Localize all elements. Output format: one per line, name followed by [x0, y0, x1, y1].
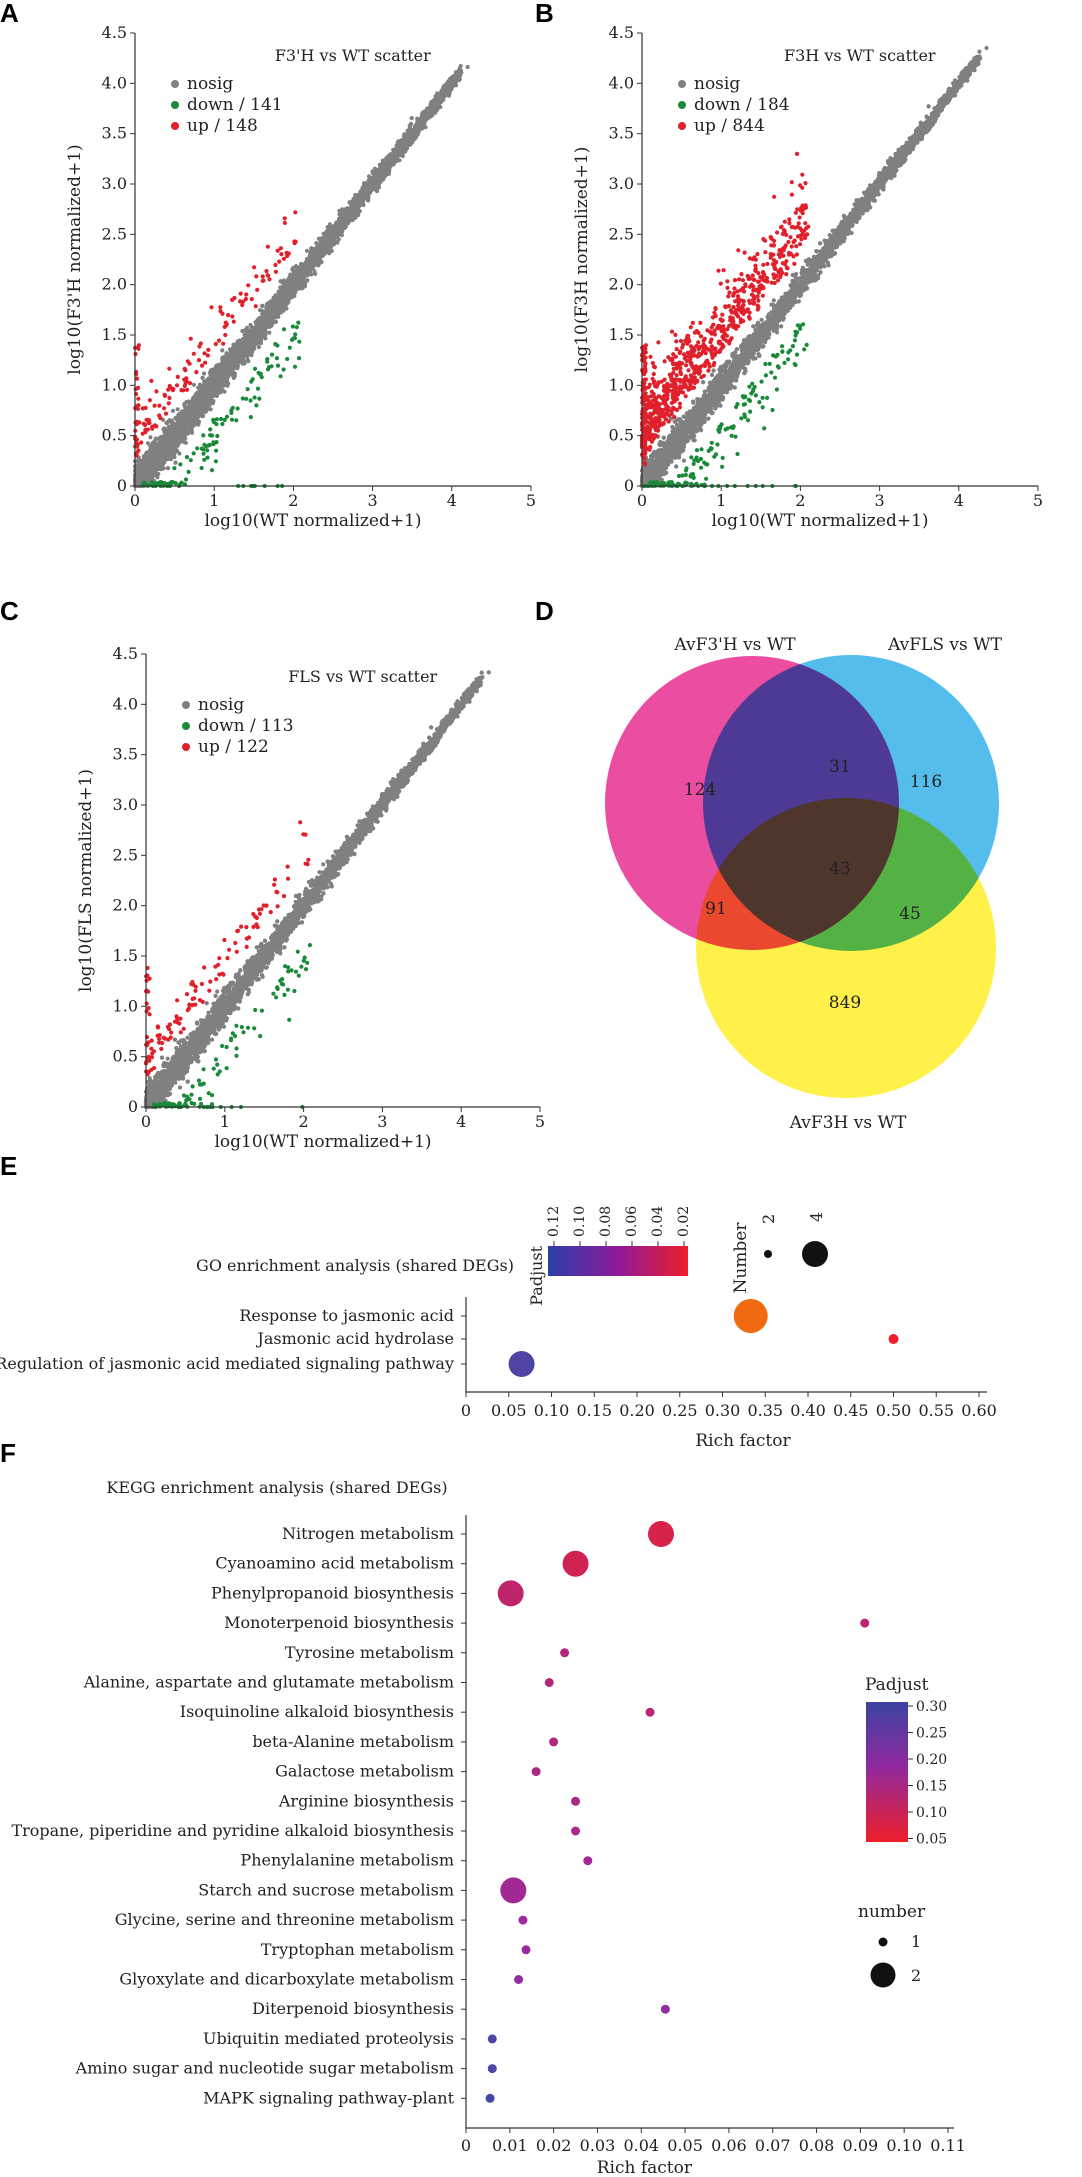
nosig-point [170, 408, 176, 413]
nosig-point [175, 407, 180, 412]
nosig-point [202, 371, 207, 376]
nosig-point [256, 344, 261, 350]
nosig-point [193, 392, 198, 397]
nosig-point [305, 278, 310, 283]
nosig-point [191, 382, 197, 387]
nosig-point [179, 411, 184, 416]
panel-label-F: F [0, 1438, 16, 1468]
nosig-point [240, 361, 245, 366]
nosig-point [182, 401, 187, 406]
nosig-point [141, 457, 146, 462]
nosig-point [138, 458, 143, 463]
nosig-point [340, 207, 345, 212]
nosig-point [145, 441, 151, 446]
panel-label-B: B [535, 0, 554, 28]
nosig-point [287, 275, 292, 280]
nosig-point [304, 248, 310, 253]
nosig-point [357, 209, 362, 214]
nosig-point [248, 322, 253, 328]
nosig-point [339, 233, 344, 238]
nosig-point [220, 348, 225, 353]
nosig-point [196, 419, 202, 424]
nosig-point [267, 330, 272, 335]
nosig-point [165, 466, 171, 471]
nosig-point [336, 237, 341, 242]
nosig-point [263, 336, 268, 341]
nosig-point [245, 357, 250, 362]
panel-label-E: E [0, 1151, 17, 1181]
scatter-panel-A: 0 1 2 3 4 500.51.01.52.02.53.03.54.04.5log10(… [65, 23, 536, 531]
nosig-point [148, 435, 153, 440]
nosig-point [249, 353, 254, 358]
panel-label-C: C [0, 596, 19, 626]
nosig-point [231, 375, 236, 380]
nosig-point [224, 351, 229, 356]
panel-label-A: A [0, 0, 19, 28]
nosig-point [458, 63, 463, 69]
panel-label-D: D [535, 596, 554, 626]
nosig-point [312, 269, 317, 274]
nosig-point [153, 436, 159, 441]
nosig-point [409, 116, 414, 121]
